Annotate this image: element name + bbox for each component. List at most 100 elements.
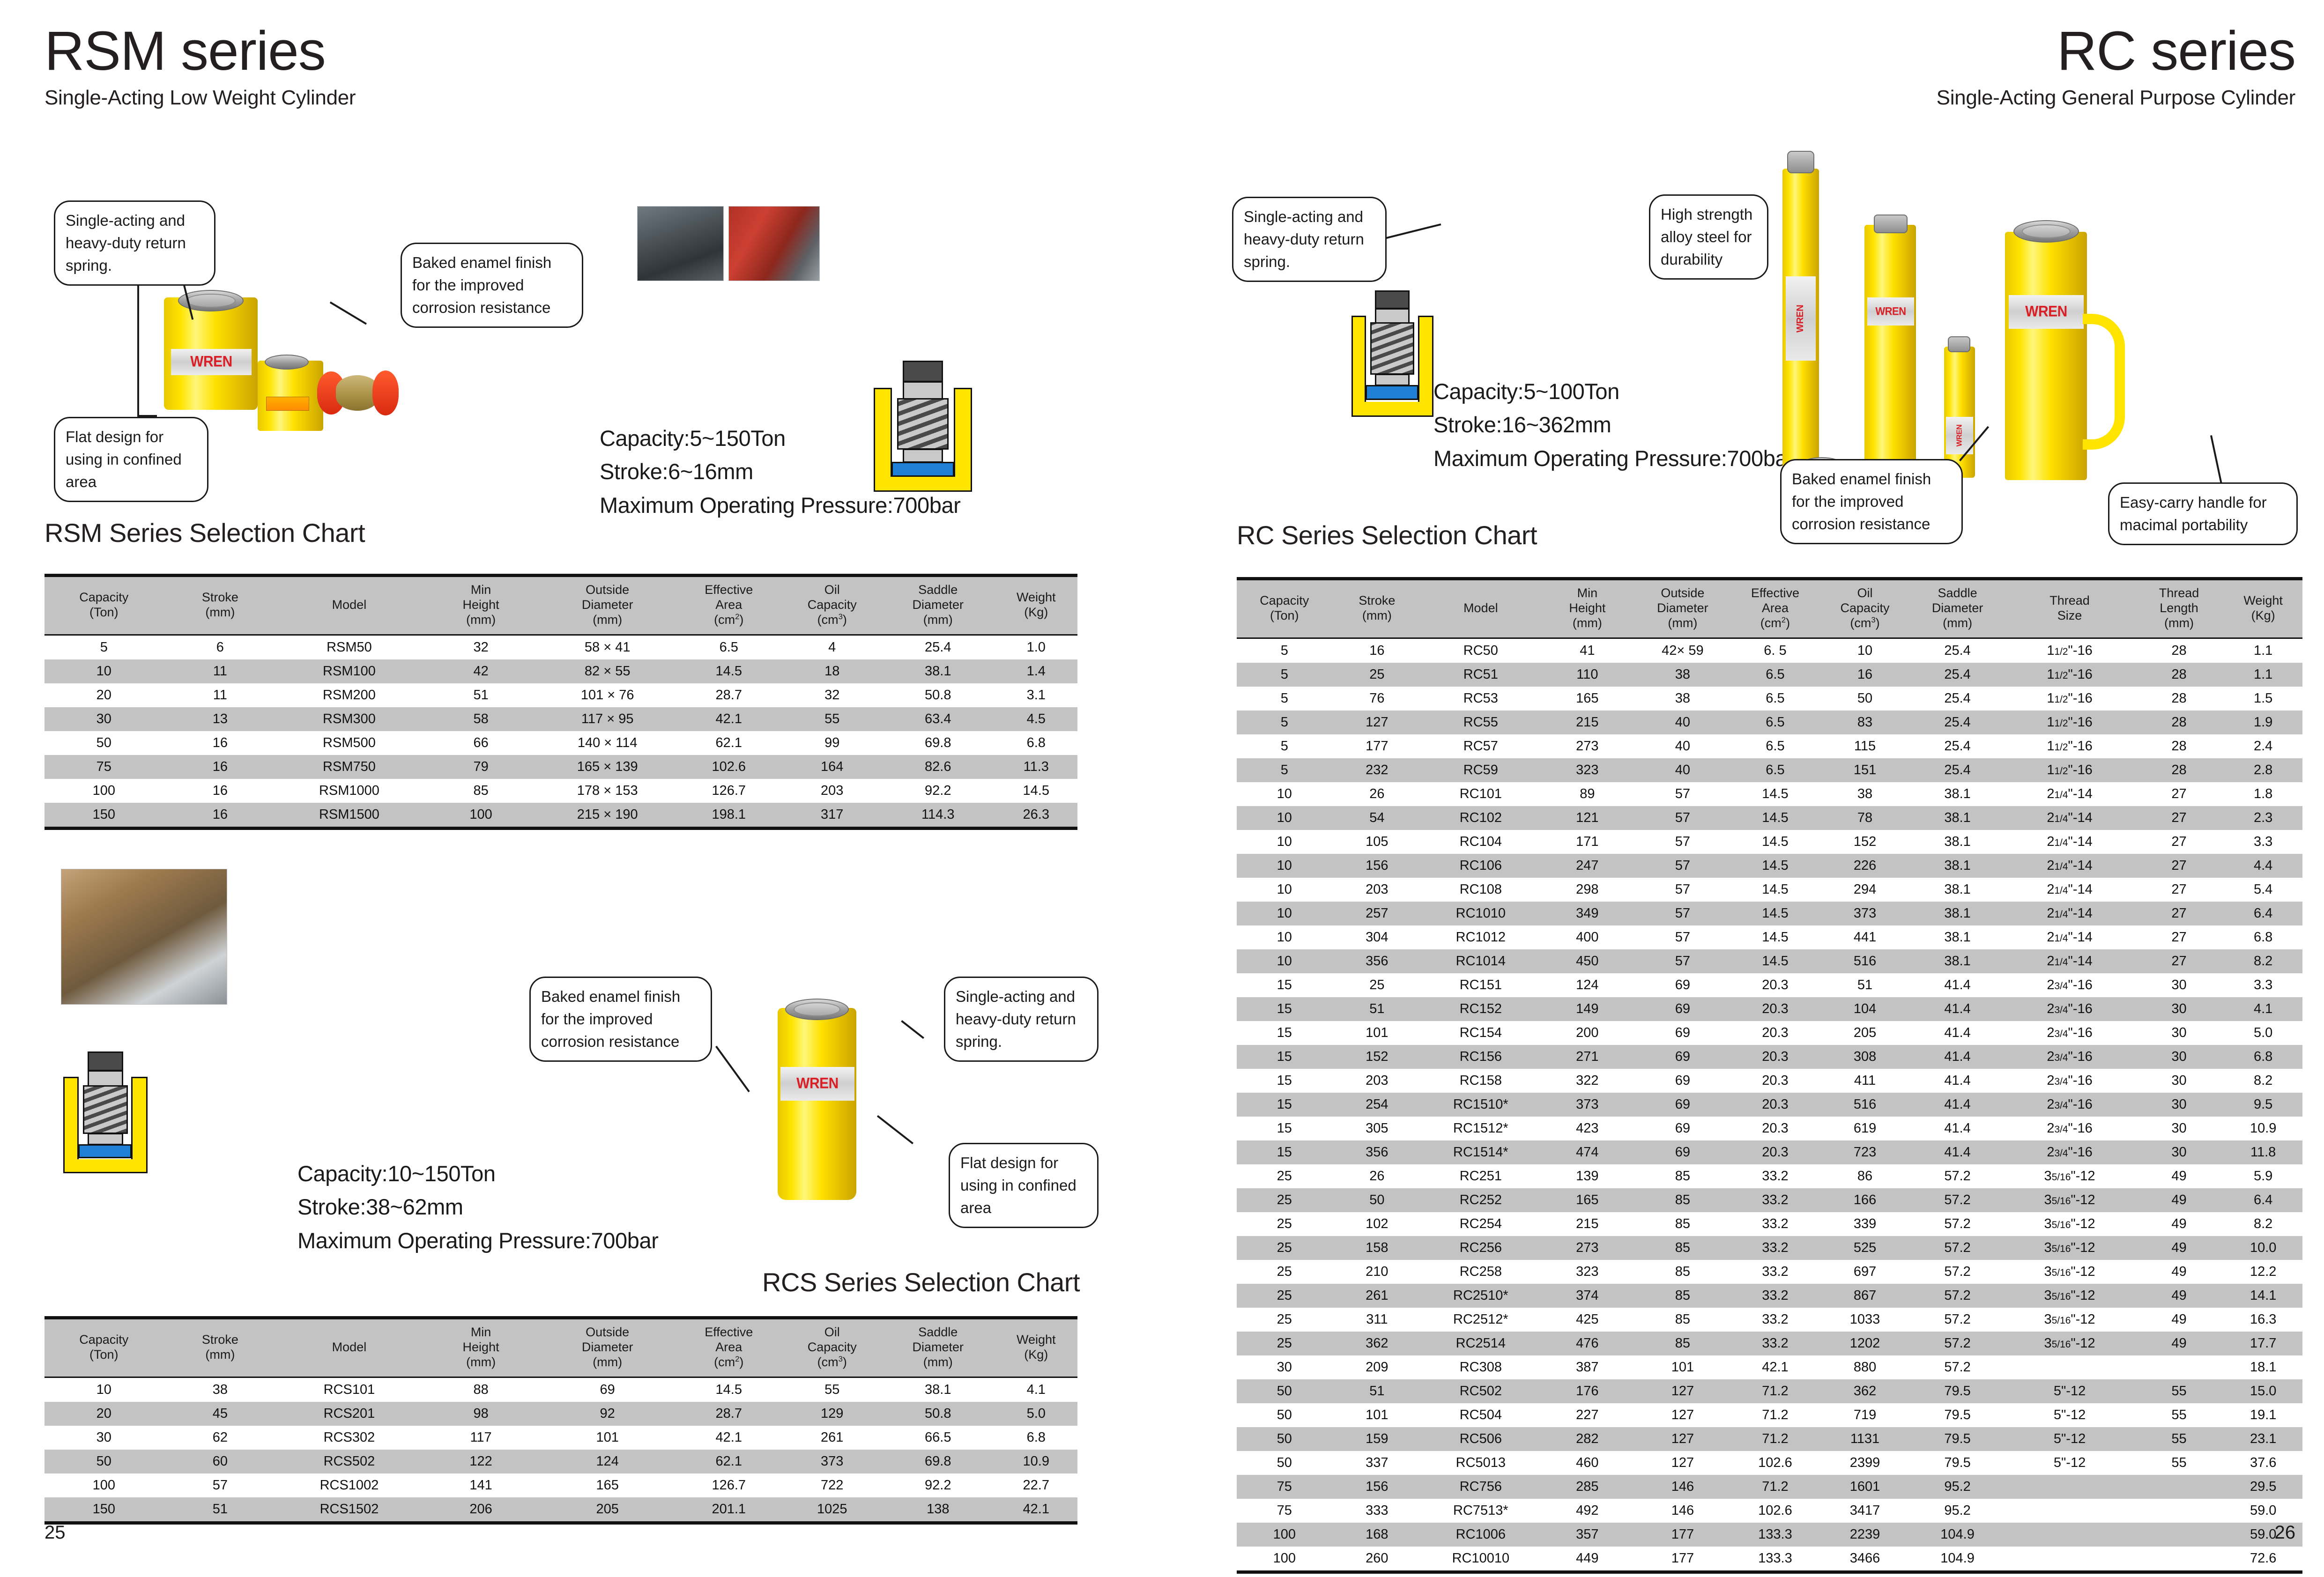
cell-r4-c3: 141 [469,1477,492,1493]
cell-r26-c1: 210 [1366,1264,1388,1279]
cell-r5-c3: 79 [473,759,489,774]
cell-r3-c5: 62.1 [715,1453,742,1469]
cell-r0-c3: 88 [473,1382,489,1397]
column-header-7: Saddle Diameter (mm) [881,1318,995,1378]
cell-r0-c6: 4 [828,639,836,655]
cell-r2-c0: 5 [1280,690,1288,706]
cell-r1-c8: 5.0 [1026,1406,1046,1421]
cell-r37-c10: 59.0 [2250,1526,2277,1542]
cell-r3-c7: 63.4 [925,711,951,726]
cell-r28-c2: RC2512* [1453,1311,1508,1327]
cell-r38-c5: 133.3 [1758,1550,1792,1566]
cell-r7-c5: 14.5 [1762,810,1789,825]
cell-r2-c5: 28.7 [715,687,742,703]
cell-r17-c3: 271 [1576,1049,1599,1064]
cell-r4-c0: 50 [96,735,111,750]
cell-r7-c1: 54 [1369,810,1385,825]
rsm-spec-stroke: Stroke:6~16mm [600,459,753,484]
rsm-chart-title: RSM Series Selection Chart [45,518,365,548]
cell-r34-c0: 50 [1277,1455,1292,1470]
cell-r18-c1: 203 [1366,1073,1388,1088]
table-row: 5 127 RC55 215 40 6.5 83 25.4 11/2"-16 28 1.9 [1237,710,2302,734]
rsm-spec-block: Capacity:5~150Ton Stroke:6~16mm Maximum … [600,422,961,522]
cell-r5-c1: 232 [1366,762,1388,777]
cell-r17-c0: 15 [1277,1049,1292,1064]
table-row: 10 257 RC1010 349 57 14.5 373 38.1 21/4"-14 27 6.4 [1237,901,2302,925]
cell-r5-c6: 151 [1853,762,1877,777]
cell-r19-c5: 20.3 [1762,1096,1789,1112]
cell-r21-c1: 356 [1366,1144,1388,1160]
cell-r34-c10: 37.6 [2250,1455,2277,1470]
cell-r31-c9: 55 [2171,1383,2187,1399]
cell-r22-c6: 86 [1857,1168,1873,1184]
cell-r29-c6: 1202 [1849,1335,1880,1351]
cell-r31-c3: 176 [1576,1383,1599,1399]
column-header-7: Saddle Diameter (mm) [1909,578,2005,639]
table-row: 25 362 RC2514 476 85 33.2 1202 57.2 35/16"-12 49 1… [1237,1331,2302,1355]
cell-r0-c8: 1.0 [1026,639,1046,655]
cell-r23-c0: 25 [1277,1192,1292,1207]
cell-r2-c9: 28 [2171,690,2187,706]
cell-r21-c10: 11.8 [2250,1144,2276,1160]
cell-r9-c0: 10 [1277,858,1292,873]
cell-r14-c10: 3.3 [2254,977,2273,992]
table-row: 10 356 RC1014 450 57 14.5 516 38.1 21/4"-14 27 8.2 [1237,949,2302,973]
cell-r21-c8: 23/4"-16 [2047,1144,2093,1160]
table-row: 10 304 RC1012 400 57 14.5 441 38.1 21/4"-14 27 6.8 [1237,925,2302,949]
cell-r35-c3: 285 [1576,1479,1599,1494]
cell-r30-c8 [2005,1355,2134,1379]
cell-r23-c7: 57.2 [1944,1192,1971,1207]
cell-r24-c6: 339 [1853,1216,1877,1231]
cell-r3-c2: RCS502 [323,1453,375,1469]
cell-r17-c8: 23/4"-16 [2047,1049,2093,1064]
column-header-0: Capacity (Ton) [45,1318,163,1378]
cell-r21-c9: 30 [2171,1144,2187,1160]
table-row: 15 254 RC1510* 373 69 20.3 516 41.4 23/4"-16 30 9.… [1237,1092,2302,1117]
table-row: 25 311 RC2512* 425 85 33.2 1033 57.2 35/16"-12 49… [1237,1308,2302,1332]
cell-r37-c0: 100 [1273,1526,1296,1542]
cell-r4-c6: 99 [824,735,840,750]
table-row: 10 203 RC108 298 57 14.5 294 38.1 21/4"-14 27 5.4 [1237,878,2302,902]
cell-r4-c0: 100 [92,1477,115,1493]
cell-r3-c5: 42.1 [715,711,742,726]
table-row: 20 11 RSM200 51 101 × 76 28.7 32 50.8 3.1 [45,683,1077,707]
cell-r33-c10: 23.1 [2250,1431,2277,1446]
wren-logo-tall: WREN [1795,304,1806,333]
cell-r35-c5: 71.2 [1762,1479,1789,1494]
cell-r0-c9: 28 [2171,643,2187,658]
cell-r12-c4: 57 [1675,929,1691,945]
cell-r3-c4: 117 × 95 [581,711,634,726]
cell-r5-c0: 75 [96,759,111,774]
cell-r6-c6: 203 [821,783,844,798]
table-row: 10 38 RCS101 88 69 14.5 55 38.1 4.1 [45,1377,1077,1402]
cell-r13-c9: 27 [2171,953,2187,969]
cell-r4-c9: 28 [2171,738,2187,754]
cell-r15-c4: 69 [1675,1001,1691,1016]
cell-r21-c3: 474 [1576,1144,1599,1160]
cell-r37-c6: 2239 [1849,1526,1880,1542]
cell-r21-c4: 69 [1675,1144,1691,1160]
cell-r2-c6: 50 [1857,690,1873,706]
cell-r15-c10: 4.1 [2254,1001,2273,1016]
cell-r14-c0: 15 [1277,977,1292,992]
cell-r26-c4: 85 [1675,1264,1691,1279]
cell-r18-c0: 15 [1277,1073,1292,1088]
cell-r22-c9: 49 [2171,1168,2187,1184]
rsm-title-block: RSM series Single-Acting Low Weight Cyli… [45,23,356,110]
table-row: 10 54 RC102 121 57 14.5 78 38.1 21/4"-14 27 2.3 [1237,806,2302,830]
cell-r0-c6: 55 [824,1382,840,1397]
cell-r14-c3: 124 [1576,977,1599,992]
cell-r2-c1: 62 [212,1429,228,1445]
cell-r37-c1: 168 [1366,1526,1388,1542]
cell-r6-c2: RC101 [1459,786,1502,801]
column-header-2: Model [1422,578,1540,639]
cell-r36-c8 [2005,1499,2134,1523]
cell-r31-c7: 79.5 [1944,1383,1971,1399]
cell-r22-c4: 85 [1675,1168,1691,1184]
cell-r5-c10: 2.8 [2254,762,2273,777]
cell-r25-c0: 25 [1277,1240,1292,1255]
cell-r8-c1: 105 [1366,834,1388,849]
left-page-column: RSM series Single-Acting Low Weight Cyli… [45,0,1131,1577]
cell-r29-c10: 17.7 [2250,1335,2277,1351]
cell-r15-c1: 51 [1369,1001,1385,1016]
